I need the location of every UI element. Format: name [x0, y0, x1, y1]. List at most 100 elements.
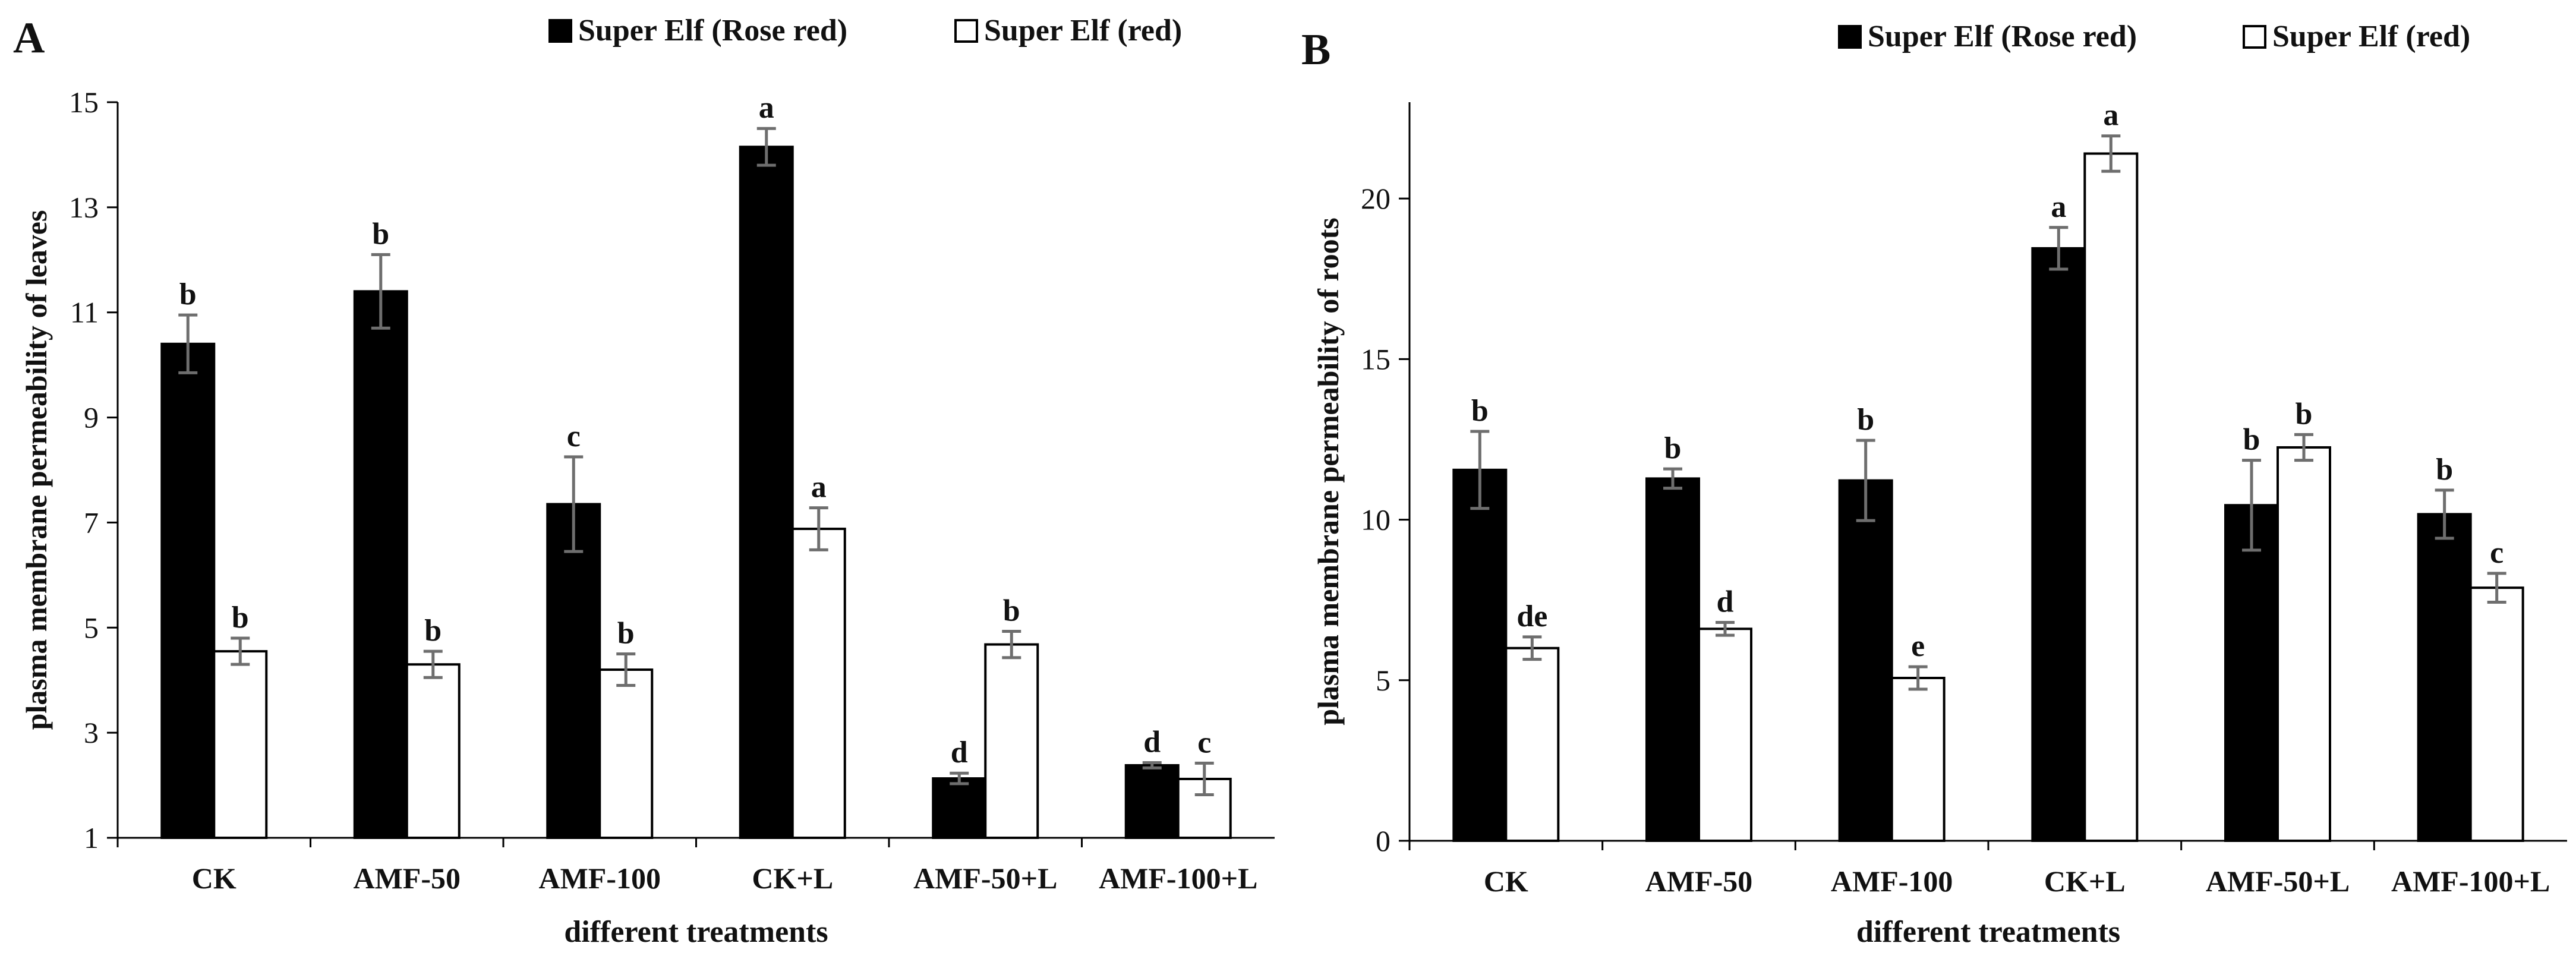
- panel-b-x-axis-title: different treatments: [1856, 915, 2120, 949]
- panel-b-error-bar-red-0: [1522, 635, 1542, 661]
- panel-a-error-bar-rose-red-1: [371, 253, 390, 330]
- panel-a-bar-red-1: [405, 663, 461, 839]
- panel-a-legend-swatch-2: [954, 19, 978, 43]
- panel-b-error-bar-red-2: [1908, 665, 1928, 691]
- panel-b-bar-rose-red-2: [1838, 479, 1893, 842]
- panel-b-legend-label-1: Super Elf (Rose red): [1868, 20, 2137, 53]
- panel-b-bar-red-2: [1890, 676, 1946, 842]
- panel-a-error-bar-rose-red-5: [1142, 761, 1162, 769]
- panel-b-y-tick-label-1: 5: [1376, 664, 1391, 697]
- panel-b-legend-swatch-2: [2243, 25, 2266, 49]
- panel-b-x-tick-label-0: CK: [1484, 865, 1528, 898]
- panel-b-error-bar-rose-red-4: [2242, 459, 2261, 552]
- panel-a-sig-label-rose-red-2: c: [567, 420, 581, 453]
- panel-a-x-axis-title: different treatments: [564, 915, 828, 949]
- panel-b-sig-label-red-5: c: [2490, 536, 2504, 570]
- panel-a-sig-label-rose-red-0: b: [179, 277, 197, 311]
- panel-a-error-bar-rose-red-4: [950, 771, 969, 786]
- panel-b-sig-label-red-3: a: [2103, 99, 2118, 133]
- panel-b-y-tick-label-2: 10: [1361, 503, 1391, 537]
- panel-b-y-tick-label-3: 15: [1361, 342, 1391, 376]
- panel-a-x-tick-label-1: AMF-50: [354, 862, 461, 895]
- panel-b-error-bar-red-4: [2294, 433, 2313, 462]
- panel-a-legend-swatch-1: [548, 19, 572, 43]
- panel-b-error-bar-red-1: [1716, 621, 1735, 637]
- panel-b-sig-label-red-4: b: [2296, 397, 2313, 431]
- panel-a-y-axis-title: plasma membrane permeability of leaves: [20, 210, 53, 730]
- panel-b-error-bar-rose-red-5: [2435, 488, 2454, 540]
- panel-a-error-bar-red-0: [231, 636, 250, 666]
- panel-a-y-tick-label-2: 5: [84, 611, 99, 644]
- panel-a-error-bar-red-3: [809, 506, 828, 551]
- panel-a-letter: A: [13, 14, 45, 62]
- panel-a-bar-rose-red-4: [932, 777, 987, 839]
- panel-a-y-tick-label-7: 15: [69, 86, 99, 119]
- panel-a-bar-red-5: [1177, 777, 1232, 839]
- panel-a-error-bar-red-5: [1194, 761, 1214, 796]
- panel-b-error-bar-red-5: [2487, 572, 2506, 604]
- panel-b-bar-rose-red-1: [1645, 477, 1700, 842]
- panel-a-y-tick-label-5: 11: [70, 296, 99, 329]
- panel-b-sig-label-red-2: e: [1911, 629, 1925, 663]
- panel-a-bar-red-0: [213, 650, 268, 840]
- panel-b-y-axis-title: plasma membrane permeability of roots: [1311, 217, 1345, 726]
- panel-b-bar-rose-red-3: [2031, 247, 2086, 842]
- panel-b-x-tick-label-3: CK+L: [2044, 865, 2126, 898]
- panel-a-sig-label-rose-red-4: d: [951, 736, 968, 769]
- panel-a-error-bar-red-2: [616, 652, 636, 687]
- panel-a-bar-rose-red-2: [546, 503, 601, 839]
- panel-a-y-tick-label-6: 13: [69, 191, 99, 224]
- panel-a-sig-label-red-3: a: [811, 471, 827, 504]
- panel-a-sig-label-rose-red-3: a: [759, 91, 774, 125]
- panel-b-sig-label-rose-red-1: b: [1664, 431, 1682, 465]
- panel-a-y-tick-label-4: 9: [84, 401, 99, 434]
- panel-a-sig-label-rose-red-1: b: [372, 217, 389, 251]
- panel-a-sig-label-rose-red-5: d: [1143, 726, 1161, 759]
- panel-b-bar-red-4: [2277, 446, 2331, 842]
- panel-b-bar-red-3: [2083, 152, 2139, 842]
- panel-b-x-tick-label-1: AMF-50: [1645, 865, 1753, 898]
- panel-b-legend-label-2: Super Elf (red): [2272, 20, 2470, 53]
- panel-a-y-tick-label-1: 3: [84, 716, 99, 749]
- panel-b-letter: B: [1301, 26, 1330, 74]
- panel-a-error-bar-rose-red-3: [756, 127, 776, 167]
- panel-b-sig-label-red-1: d: [1717, 585, 1734, 619]
- panel-b-error-bar-red-3: [2101, 134, 2121, 173]
- panel-a-x-tick-label-4: AMF-50+L: [913, 862, 1057, 895]
- panel-b-error-bar-rose-red-1: [1663, 467, 1682, 490]
- panel-a-y-tick-label-3: 7: [84, 506, 99, 539]
- panel-b-error-bar-rose-red-3: [2049, 226, 2069, 271]
- panel-a-bar-rose-red-5: [1124, 764, 1180, 840]
- panel-b-x-tick-label-4: AMF-50+L: [2206, 865, 2350, 898]
- panel-a-sig-label-red-0: b: [232, 601, 249, 635]
- panel-b-sig-label-rose-red-2: b: [1857, 403, 1874, 437]
- panel-a-x-tick-label-2: AMF-100: [539, 862, 661, 895]
- panel-b-y-tick-label-0: 0: [1376, 824, 1391, 857]
- panel-a-sig-label-red-5: c: [1197, 726, 1211, 759]
- panel-b-bar-red-0: [1505, 646, 1560, 842]
- panel-a-error-bar-rose-red-2: [564, 455, 584, 553]
- panel-b-bar-red-5: [2469, 586, 2524, 842]
- panel-b-bar-red-1: [1698, 627, 1752, 842]
- panel-a-x-tick-label-0: CK: [192, 862, 237, 895]
- panel-a-bar-red-4: [984, 643, 1039, 840]
- panel-a-error-bar-red-4: [1002, 629, 1021, 660]
- panel-a-bar-rose-red-1: [353, 290, 408, 840]
- panel-a-legend-label-1: Super Elf (Rose red): [578, 14, 847, 48]
- panel-b-y-tick-label-4: 20: [1361, 182, 1391, 215]
- panel-a-bar-rose-red-0: [160, 342, 216, 839]
- panel-b-bar-rose-red-0: [1452, 468, 1508, 842]
- panel-a-error-bar-red-1: [423, 649, 443, 679]
- panel-a-sig-label-red-1: b: [424, 614, 442, 648]
- panel-b-sig-label-rose-red-5: b: [2436, 453, 2453, 487]
- panel-a-error-bar-rose-red-0: [178, 313, 198, 374]
- panel-b-x-tick-label-5: AMF-100+L: [2391, 865, 2550, 898]
- panel-b-sig-label-rose-red-3: a: [2051, 190, 2066, 224]
- panel-b-bar-rose-red-5: [2417, 513, 2472, 842]
- panel-b-sig-label-red-0: de: [1516, 600, 1547, 633]
- panel-a-x-tick-label-3: CK+L: [752, 862, 833, 895]
- panel-a-x-tick-label-5: AMF-100+L: [1099, 862, 1257, 895]
- panel-a-sig-label-red-2: b: [617, 617, 635, 651]
- panel-a-sig-label-red-4: b: [1003, 594, 1020, 627]
